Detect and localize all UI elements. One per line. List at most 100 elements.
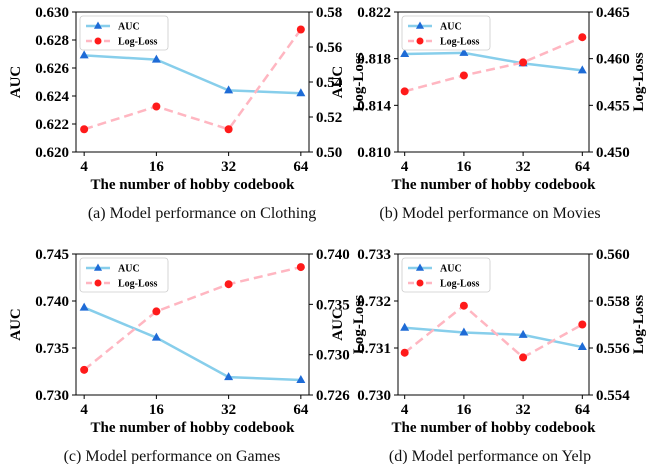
x-axis-label: The number of hobby codebook [91,420,296,436]
auc-point [459,327,469,336]
left-tick-label: 0.624 [35,89,69,105]
x-tick-label: 32 [516,159,531,175]
legend-logloss-label: Log-Loss [440,37,480,48]
logloss-point [578,320,587,329]
left-tick-label: 0.733 [357,247,391,263]
x-tick-label: 16 [456,402,472,418]
x-axis-label: The number of hobby codebook [91,177,296,193]
logloss-series-line [404,36,583,93]
auc-point [400,49,410,57]
legend-auc-marker [415,263,425,271]
right-tick-label: 0.460 [596,52,630,68]
left-tick-label: 0.732 [357,294,391,310]
figure-caption: (a) Model performance on Clothing [88,205,316,222]
auc-point [400,322,410,331]
legend: AUC Log-Loss [79,15,169,51]
chart-panel-1: 0.620 0.622 0.624 0.626 0.628 0.630 0.50 0.52 0.… [8,5,367,222]
left-tick-label: 0.630 [35,5,69,21]
left-axis-label: AUC [330,308,346,341]
right-axis-label: Log-Loss [351,295,367,354]
left-tick-label: 0.822 [357,5,391,21]
logloss-point [459,71,468,80]
chart-panel-2: 0.810 0.814 0.818 0.822 0.450 0.455 0.460 0.465… [330,5,647,222]
left-axis-label: AUC [8,66,24,99]
x-tick-label: 32 [221,159,236,175]
auc-point [79,50,89,59]
x-tick-label: 16 [149,159,165,175]
legend: AUC Log-Loss [401,15,491,51]
plot-frame [75,253,310,396]
right-tick-label: 0.465 [596,5,630,21]
chart-panel-4: 0.730 0.731 0.732 0.733 0.554 0.556 0.558 0.560… [330,247,647,464]
logloss-point [400,87,409,96]
logloss-point [80,365,89,374]
auc-series-line [404,51,583,72]
x-tick-label: 32 [221,402,236,418]
legend-auc-label: AUC [440,22,462,33]
figure-caption: (d) Model performance on Yelp [389,448,591,464]
x-tick-label: 64 [575,159,591,175]
legend-auc-marker [93,21,103,29]
logloss-point [224,280,233,289]
logloss-point [519,353,528,362]
auc-point [296,374,306,383]
legend-auc-label: AUC [440,264,462,275]
auc-series-line [84,54,301,95]
legend-box [401,257,491,293]
legend-auc-marker [93,263,103,271]
legend: AUC Log-Loss [401,257,491,293]
chart-panel-3: 0.730 0.735 0.740 0.745 0.726 0.730 0.735 0.740… [8,247,367,464]
left-tick-label: 0.810 [357,145,391,161]
left-tick-label: 0.730 [35,388,69,404]
x-tick-label: 4 [401,159,409,175]
x-axis-label: The number of hobby codebook [392,420,597,436]
left-tick-label: 0.628 [35,33,69,49]
left-tick-label: 0.730 [357,388,391,404]
x-tick-label: 4 [80,402,88,418]
auc-point [577,342,587,351]
figure-caption: (c) Model performance on Games [64,448,281,464]
legend-logloss-marker [94,279,102,287]
right-tick-label: 0.735 [316,297,350,313]
legend-logloss-marker [416,37,424,45]
left-tick-label: 0.735 [35,341,69,357]
legend-box [79,15,169,51]
right-tick-label: 0.54 [316,75,343,91]
logloss-point [296,25,305,34]
auc-point [151,332,161,341]
right-tick-label: 0.556 [596,341,630,357]
logloss-point [296,263,305,272]
legend-box [401,15,491,51]
logloss-point [519,58,528,67]
x-tick-label: 16 [149,402,165,418]
logloss-point [152,102,161,111]
x-tick-label: 32 [516,402,531,418]
legend-logloss-marker [416,279,424,287]
left-tick-label: 0.731 [357,341,391,357]
x-tick-label: 4 [80,159,88,175]
right-tick-label: 0.554 [596,388,630,404]
left-tick-label: 0.626 [35,61,69,77]
auc-point [224,85,234,94]
auc-point [518,329,528,338]
logloss-series-line [83,28,302,131]
left-tick-label: 0.818 [357,52,391,68]
auc-point [459,47,469,56]
right-tick-label: 0.740 [316,247,350,263]
x-tick-label: 64 [575,402,591,418]
legend-auc-label: AUC [118,22,140,33]
plot-frame [397,253,590,396]
logloss-point [152,307,161,316]
legend: AUC Log-Loss [79,257,169,293]
left-tick-label: 0.745 [35,247,69,263]
plot-frame [397,11,590,153]
right-axis-label: Log-Loss [631,295,647,354]
left-tick-label: 0.620 [35,145,69,161]
right-tick-label: 0.730 [316,348,350,364]
right-tick-label: 0.50 [316,145,342,161]
legend-logloss-label: Log-Loss [440,279,480,290]
right-axis-label: Log-Loss [631,52,647,111]
right-tick-label: 0.52 [316,110,342,126]
legend-auc-label: AUC [118,264,140,275]
